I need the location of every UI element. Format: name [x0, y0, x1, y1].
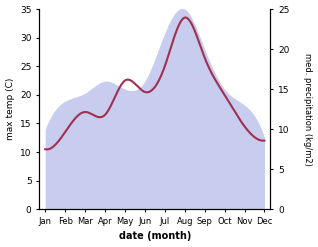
Y-axis label: med. precipitation (kg/m2): med. precipitation (kg/m2) — [303, 53, 313, 165]
Y-axis label: max temp (C): max temp (C) — [5, 78, 15, 140]
X-axis label: date (month): date (month) — [119, 231, 191, 242]
